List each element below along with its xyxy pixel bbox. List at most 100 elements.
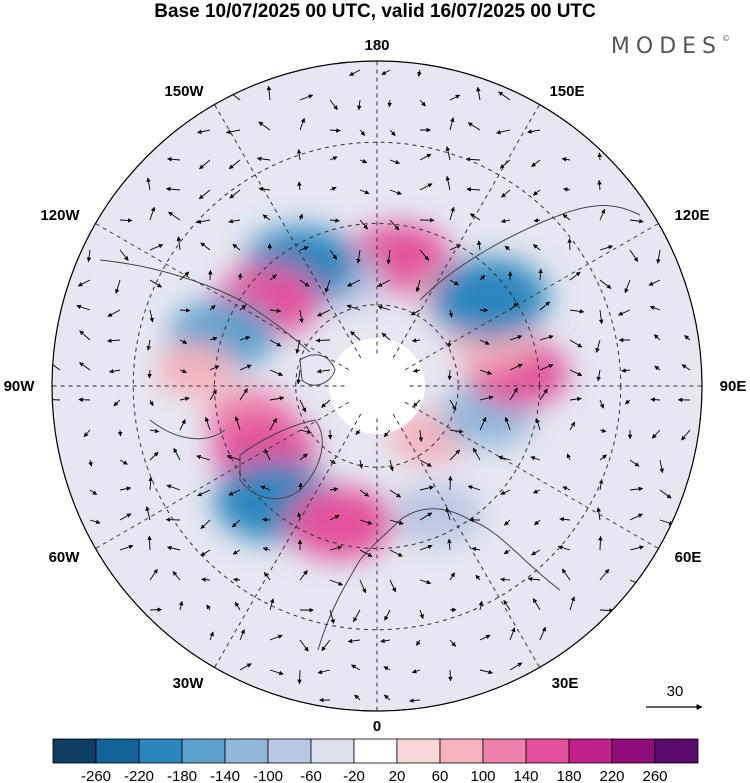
wind-vector <box>299 639 309 652</box>
wind-vector <box>539 364 554 371</box>
colorbar-label: 20 <box>389 768 406 783</box>
wind-vector <box>266 85 272 101</box>
wind-vector <box>204 416 211 431</box>
wind-vector <box>115 279 121 294</box>
wind-vector <box>415 279 421 293</box>
wind-vector <box>329 487 339 492</box>
colorbar-swatch <box>611 738 656 764</box>
wind-vector <box>179 339 188 344</box>
wind-vector <box>532 489 541 494</box>
colorbar-label: 180 <box>556 768 581 783</box>
wind-vector <box>119 249 129 261</box>
wind-vector <box>496 129 511 135</box>
wind-vector <box>532 598 541 611</box>
colorbar-label: 220 <box>599 768 624 783</box>
wind-vector <box>539 301 551 311</box>
wind-vector <box>596 507 601 521</box>
wind-vector <box>479 416 487 431</box>
wind-vector <box>239 304 247 311</box>
wind-vector <box>196 454 211 461</box>
wind-vector <box>166 484 181 491</box>
wind-vector <box>562 213 571 221</box>
wind-vector <box>563 187 571 192</box>
wind-vector <box>260 485 271 491</box>
wind-vector <box>356 249 361 264</box>
wind-vector <box>389 159 401 165</box>
colorbar-label: 260 <box>642 768 667 783</box>
meridian <box>214 413 362 668</box>
wind-vector <box>147 369 152 379</box>
wind-vector <box>146 177 151 191</box>
wind-vector <box>329 249 338 260</box>
longitude-label: 120W <box>40 207 80 224</box>
wind-vector <box>321 639 331 652</box>
wind-vector <box>629 486 644 492</box>
wind-vector <box>449 572 456 581</box>
wind-vector <box>200 519 211 529</box>
wind-vector <box>197 129 211 135</box>
wind-vector <box>295 339 301 354</box>
wind-vector <box>168 211 181 221</box>
brand-mark: © <box>722 34 730 43</box>
longitude-label: 30W <box>173 675 205 692</box>
wind-vector <box>656 249 661 264</box>
wind-vector <box>165 186 181 192</box>
longitude-label: 90E <box>720 378 747 395</box>
wind-vector <box>599 454 607 461</box>
wind-vector <box>329 156 338 161</box>
wind-vector <box>351 664 361 671</box>
colorbar-swatch <box>439 738 484 764</box>
wind-vector <box>531 549 541 556</box>
longitude-label: 150E <box>549 83 584 100</box>
colorbar-swatch <box>525 738 570 764</box>
wind-vector <box>419 153 432 161</box>
wind-vector <box>478 600 484 611</box>
wind-vector <box>418 429 424 442</box>
wind-vector <box>206 604 211 611</box>
wind-vector <box>659 489 672 499</box>
colorbar-swatch <box>396 738 441 764</box>
wind-vector <box>534 519 541 526</box>
wind-vector <box>269 634 283 641</box>
wind-vector <box>504 416 511 431</box>
wind-vector <box>413 399 421 408</box>
wind-vector <box>448 309 453 318</box>
wind-vector <box>386 249 391 265</box>
wind-vector <box>448 669 453 682</box>
longitude-label: 30E <box>552 675 579 692</box>
wind-vector <box>149 309 154 323</box>
wind-vector <box>321 399 331 408</box>
wind-vector <box>149 206 156 221</box>
colorbar-label: -100 <box>253 768 283 783</box>
wind-vector <box>258 186 271 192</box>
wind-vector <box>298 482 303 491</box>
wind-vector <box>359 579 367 594</box>
wind-vector <box>475 574 481 581</box>
wind-vector <box>329 218 340 223</box>
wind-vector <box>599 399 604 409</box>
wind-vector <box>167 545 181 551</box>
wind-vector <box>200 549 211 557</box>
wind-vector <box>209 631 214 641</box>
wind-vector <box>449 639 457 647</box>
wind-vector <box>445 507 451 521</box>
colorbar-label: 100 <box>470 768 495 783</box>
wind-vector <box>621 368 631 373</box>
colorbar-label: 60 <box>432 768 449 783</box>
wind-vector <box>479 339 490 345</box>
wind-vector <box>329 186 337 191</box>
meridian <box>95 401 350 549</box>
anomaly-core <box>310 499 371 547</box>
wind-vector <box>654 365 661 371</box>
wind-vector <box>599 568 610 581</box>
wind-vector <box>225 129 241 135</box>
wind-vector <box>359 489 370 497</box>
wind-vector <box>299 399 307 413</box>
wind-vector <box>89 489 98 496</box>
longitude-label: 60W <box>49 549 81 566</box>
wind-vector <box>52 361 61 371</box>
wind-vector <box>79 330 91 341</box>
coast-hudson <box>149 419 226 440</box>
brand-text: MODES <box>610 34 722 59</box>
wind-vector <box>476 240 482 251</box>
